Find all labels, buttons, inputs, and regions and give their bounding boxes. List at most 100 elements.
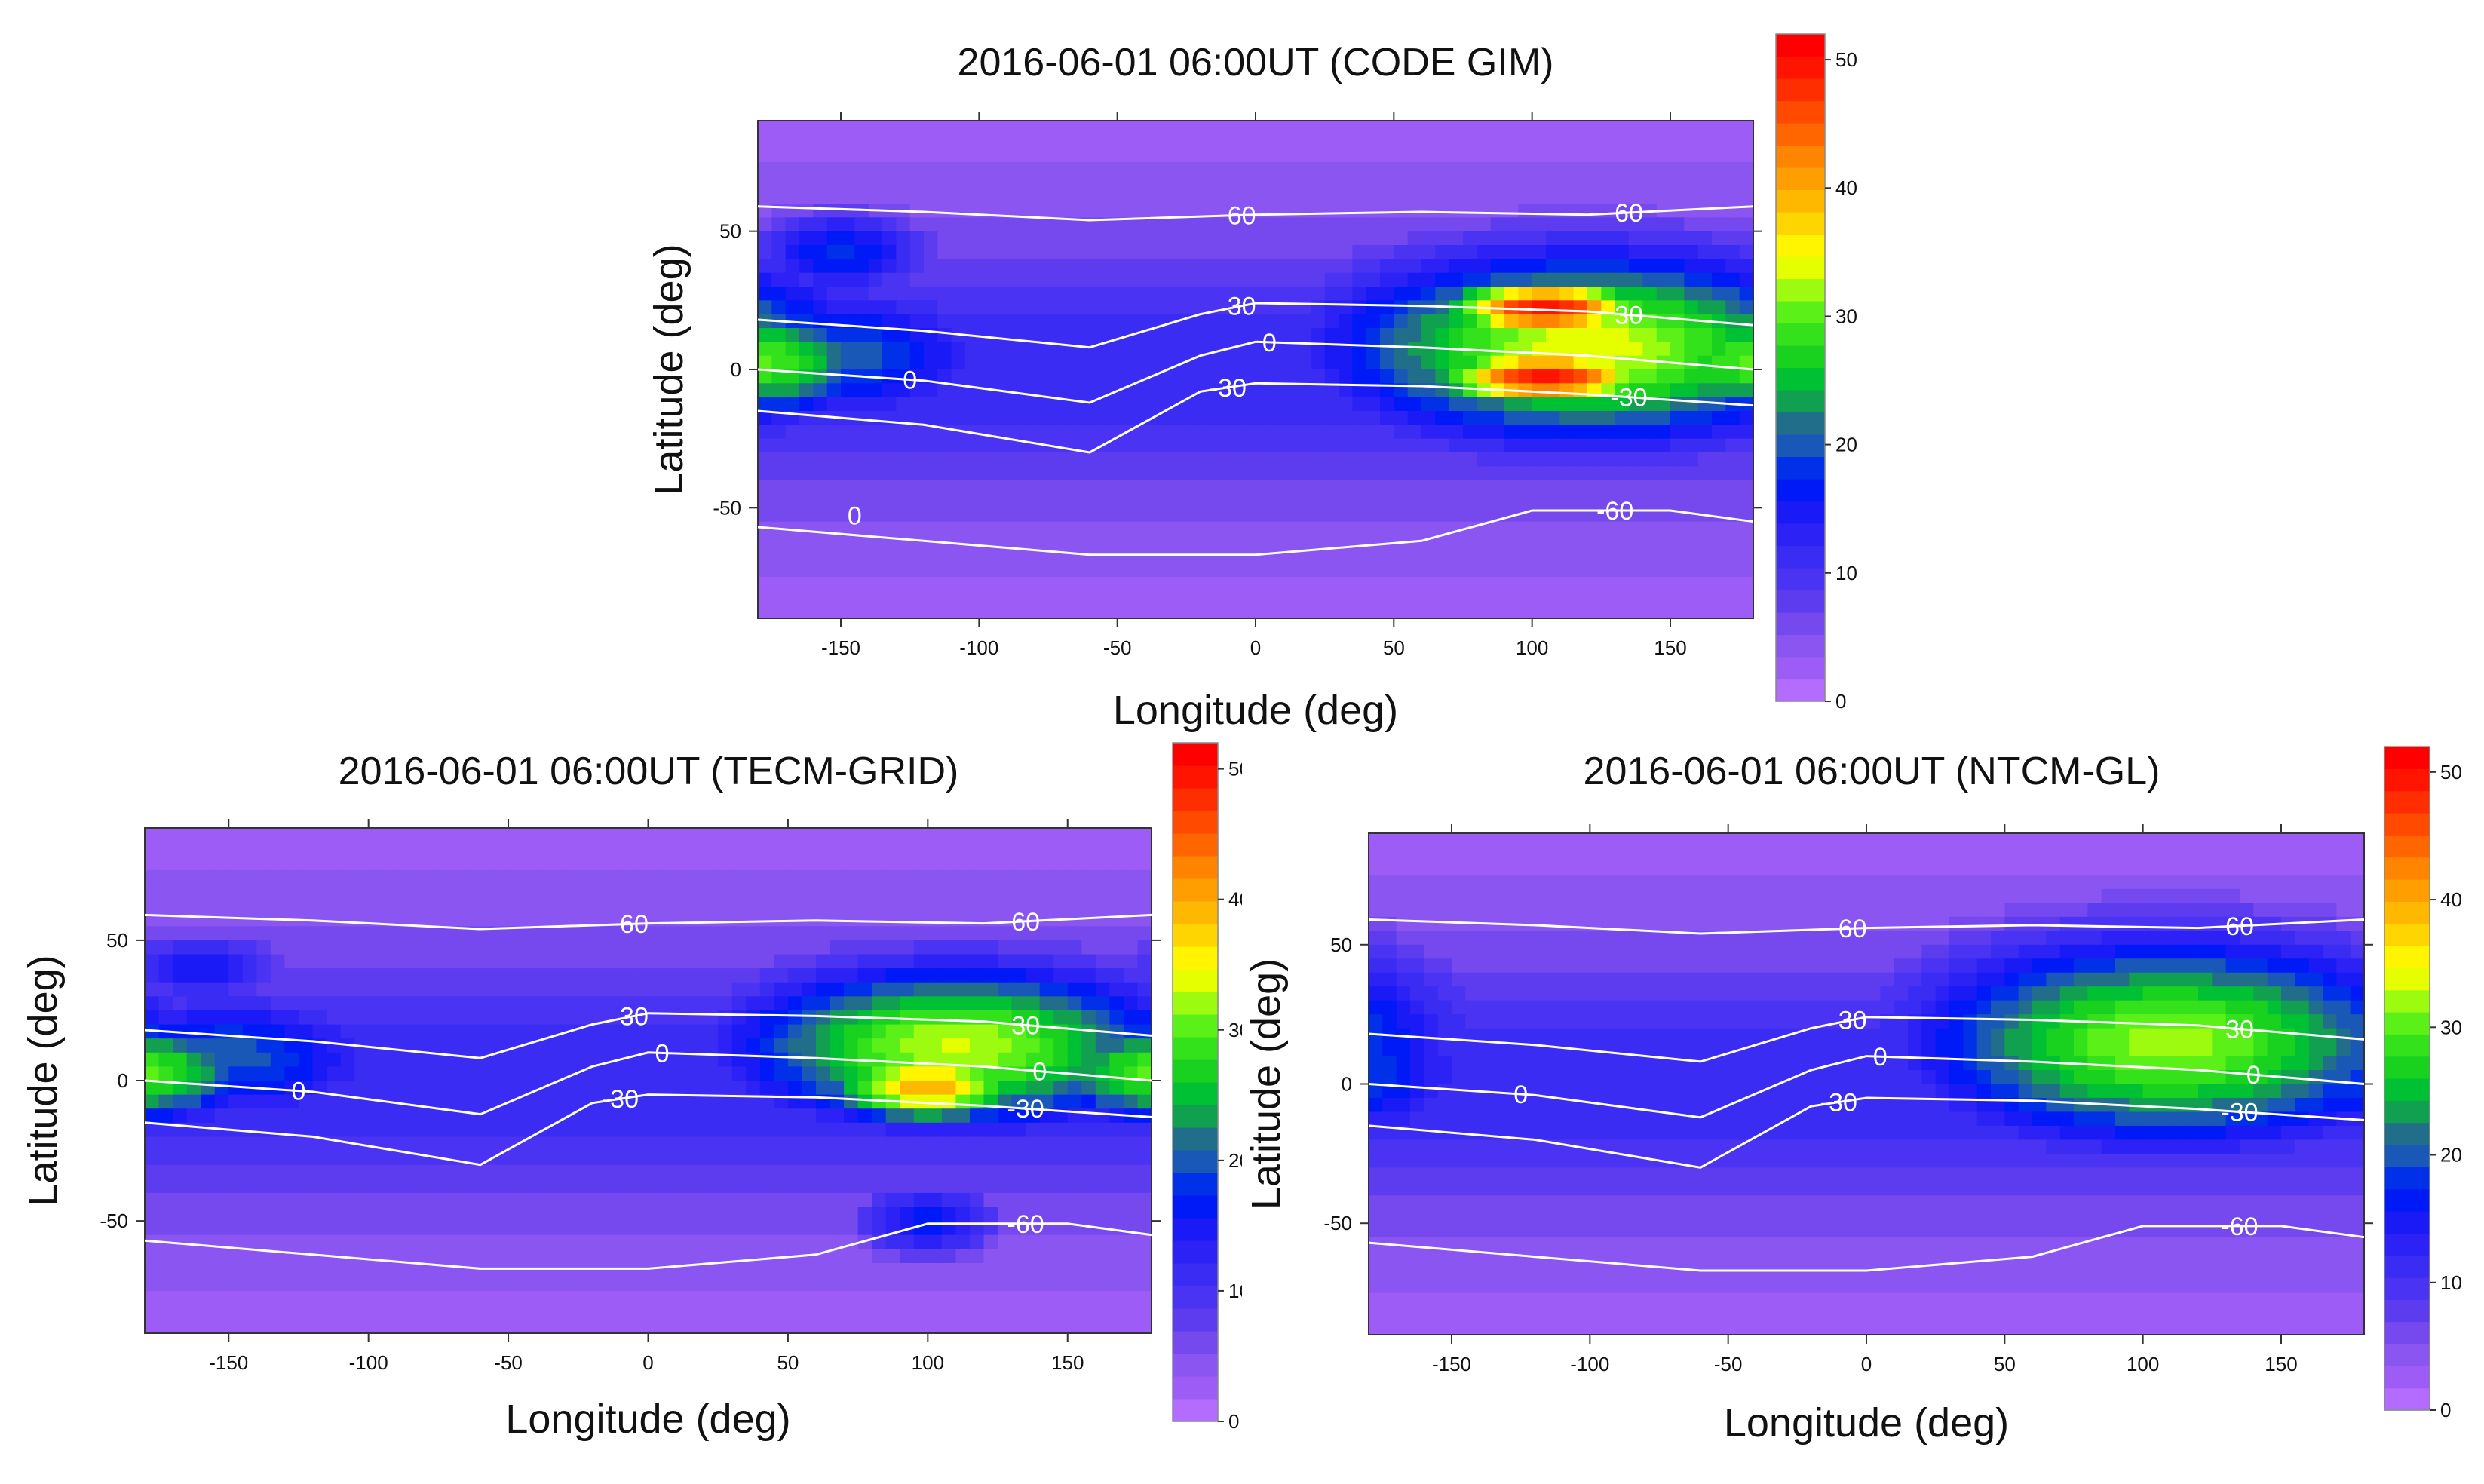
tec-cell	[523, 1221, 537, 1235]
tec-cell	[1103, 259, 1118, 273]
tec-cell	[1725, 287, 1740, 301]
tec-cell	[1725, 563, 1740, 578]
tec-cell	[1035, 149, 1049, 163]
tec-cell	[704, 870, 719, 885]
tec-cell	[649, 1165, 663, 1179]
tec-cell	[1040, 940, 1054, 955]
tec-cell	[1109, 940, 1124, 955]
tec-cell	[313, 870, 327, 885]
tec-cell	[1712, 605, 1726, 619]
tec-cell	[327, 828, 341, 842]
tec-cell	[914, 1179, 928, 1193]
tec-cell	[145, 926, 159, 940]
tec-cell	[1366, 577, 1381, 591]
tec-cell	[1408, 605, 1422, 619]
tec-cell	[1670, 369, 1685, 384]
tec-cell	[813, 314, 827, 329]
tec-cell	[1698, 287, 1713, 301]
tec-cell	[788, 1263, 802, 1277]
tec-cell	[1684, 605, 1698, 619]
tec-cell	[816, 1081, 830, 1095]
tec-cell	[1435, 494, 1449, 508]
tec-cell	[771, 549, 786, 563]
tec-cell	[1131, 121, 1145, 135]
tec-cell	[786, 577, 800, 591]
tec-cell	[998, 1081, 1012, 1095]
tec-cell	[1035, 494, 1049, 508]
tec-cell	[1725, 204, 1740, 218]
tec-cell	[900, 912, 914, 927]
tec-cell	[799, 411, 814, 425]
tec-cell	[271, 1025, 285, 1039]
tec-cell	[1090, 507, 1104, 522]
tec-cell	[271, 1053, 285, 1067]
tec-cell	[1408, 287, 1422, 301]
tec-cell	[869, 176, 883, 190]
tec-cell	[1186, 121, 1201, 135]
tec-cell	[1040, 996, 1054, 1010]
tec-cell	[854, 162, 869, 176]
tec-cell	[1145, 245, 1159, 259]
tec-cell	[1518, 149, 1532, 163]
tec-cell	[606, 983, 621, 997]
tec-cell	[145, 1081, 159, 1095]
tec-cell	[955, 1263, 970, 1277]
tec-cell	[354, 968, 369, 983]
x-tick-label: 0	[1250, 636, 1261, 659]
tec-cell	[1463, 273, 1477, 287]
tec-cell	[1242, 176, 1256, 190]
tec-cell	[924, 204, 938, 218]
tec-cell	[1103, 314, 1118, 329]
tec-cell	[243, 1207, 257, 1222]
tec-cell	[799, 577, 814, 591]
tec-cell	[1186, 563, 1201, 578]
tec-cell	[1449, 149, 1464, 163]
tec-cell	[1228, 162, 1242, 176]
tec-cell	[1053, 1165, 1068, 1179]
tec-cell	[1657, 522, 1671, 536]
tec-cell	[159, 926, 173, 940]
tec-cell	[1684, 121, 1698, 135]
tec-cell	[620, 1151, 634, 1165]
tec-cell	[1642, 300, 1657, 314]
tec-cell	[955, 1151, 970, 1165]
tec-cell	[788, 1010, 802, 1025]
tec-cell	[606, 1179, 621, 1193]
tec-cell	[882, 383, 897, 397]
tec-cell	[495, 968, 509, 983]
tec-cell	[466, 856, 480, 870]
tec-cell	[827, 342, 842, 356]
tec-cell	[1587, 176, 1602, 190]
tec-cell	[284, 1108, 299, 1123]
tec-cell	[813, 411, 827, 425]
tec-cell	[550, 912, 565, 927]
tec-cell	[1159, 507, 1173, 522]
tec-cell	[1449, 134, 1464, 149]
tec-cell	[1601, 452, 1615, 467]
tec-cell	[1214, 134, 1228, 149]
tec-cell	[854, 549, 869, 563]
tec-cell	[813, 605, 827, 619]
tec-cell	[1574, 577, 1588, 591]
tec-cell	[1587, 452, 1602, 467]
tec-cell	[1053, 1010, 1068, 1025]
tec-cell	[1698, 522, 1713, 536]
colorbar-step	[1776, 501, 1825, 524]
tec-cell	[1325, 273, 1339, 287]
tec-cell	[1159, 535, 1173, 550]
tec-cell	[1090, 300, 1104, 314]
tec-cell	[788, 1123, 802, 1137]
tec-cell	[914, 968, 928, 983]
tec-cell	[970, 983, 984, 997]
tec-cell	[732, 926, 747, 940]
tec-cell	[1559, 121, 1574, 135]
tec-cell	[799, 300, 814, 314]
tec-cell	[1574, 121, 1588, 135]
tec-cell	[1068, 884, 1082, 898]
tec-cell	[173, 996, 187, 1010]
tec-cell	[841, 549, 855, 563]
tec-cell	[979, 397, 993, 412]
tec-cell	[256, 1066, 271, 1081]
tec-cell	[704, 1038, 719, 1053]
colorbar-step	[1776, 123, 1825, 146]
